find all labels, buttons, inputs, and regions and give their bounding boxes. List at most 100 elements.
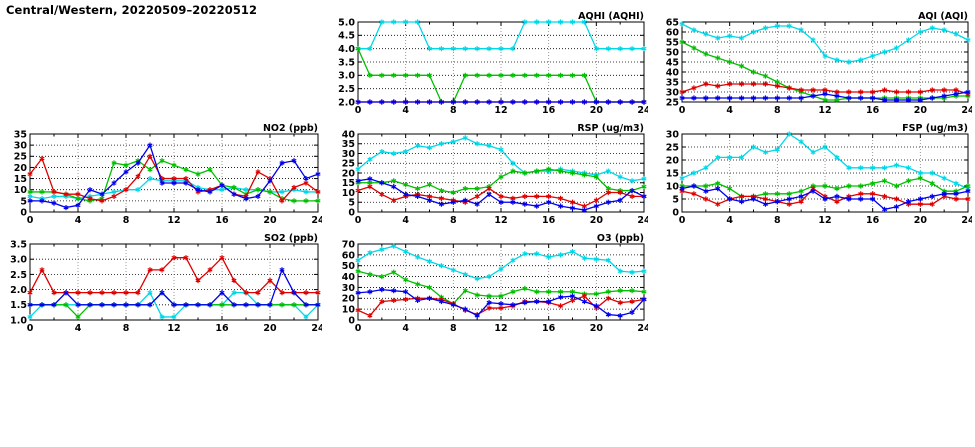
panel-title: AQI (AQI) xyxy=(918,11,968,22)
y-tick-label: 35 xyxy=(666,77,679,88)
y-tick-label: 15 xyxy=(666,168,679,179)
x-tick-label: 12 xyxy=(167,323,180,334)
y-tick-label: 2.5 xyxy=(338,84,355,95)
y-tick-label: 15 xyxy=(14,174,27,185)
x-tick-label: 16 xyxy=(866,105,880,116)
series-markers-day1 xyxy=(355,243,647,282)
y-tick-label: 25 xyxy=(14,152,27,163)
x-tick-label: 4 xyxy=(402,105,409,116)
x-tick-label: 4 xyxy=(402,323,409,334)
y-tick-label: 2.0 xyxy=(10,285,27,296)
chart-so2: 1.0 1.5 2.0 2.5 3.0 3.5 0 4 8 12 16 20 24 SO2 (ppb) xyxy=(10,233,322,334)
y-tick-label: 25 xyxy=(666,142,679,153)
x-tick-label: 12 xyxy=(167,215,180,226)
y-tick-label: 1.5 xyxy=(10,300,27,311)
series-markers-day4 xyxy=(355,99,647,105)
y-tick-label: 20 xyxy=(14,163,28,174)
x-tick-label: 24 xyxy=(311,215,322,226)
series-markers-day1 xyxy=(679,131,971,192)
chart-aqhi: 2.0 2.5 3.0 3.5 4.0 4.5 5.0 0 4 8 12 16 20 24 AQHI (AQ… xyxy=(338,11,648,116)
page-title: Central/Western, 20220509–20220512 xyxy=(6,3,258,17)
x-tick-label: 12 xyxy=(818,215,831,226)
y-tick-label: 0 xyxy=(672,207,679,218)
panel-aqhi: 2.0 2.5 3.0 3.5 4.0 4.5 5.0 0 4 8 12 16 20 24 AQHI (AQ… xyxy=(330,10,648,122)
x-tick-label: 24 xyxy=(637,105,648,116)
y-tick-label: 30 xyxy=(666,87,680,98)
x-tick-label: 16 xyxy=(215,323,229,334)
y-tick-label: 3.5 xyxy=(10,239,27,250)
y-tick-label: 30 xyxy=(666,129,680,140)
y-tick-label: 20 xyxy=(666,155,680,166)
x-tick-label: 8 xyxy=(123,215,130,226)
y-tick-label: 65 xyxy=(666,17,679,28)
x-tick-label: 24 xyxy=(961,215,972,226)
y-tick-label: 3.0 xyxy=(10,255,27,266)
x-tick-label: 0 xyxy=(355,323,362,334)
y-tick-label: 30 xyxy=(342,149,356,160)
series-markers-day4 xyxy=(679,183,971,212)
y-tick-label: 10 xyxy=(342,188,356,199)
y-tick-label: 10 xyxy=(342,305,356,316)
y-tick-label: 50 xyxy=(342,261,356,272)
y-tick-label: 5 xyxy=(348,198,355,209)
x-tick-label: 0 xyxy=(27,323,34,334)
x-tick-label: 0 xyxy=(27,215,34,226)
y-tick-label: 70 xyxy=(342,239,356,250)
x-tick-label: 24 xyxy=(311,323,322,334)
y-tick-label: 20 xyxy=(342,294,356,305)
y-tick-label: 4.5 xyxy=(338,31,355,42)
y-tick-label: 30 xyxy=(14,141,28,152)
panel-title: O3 (ppb) xyxy=(597,233,644,244)
x-tick-label: 12 xyxy=(818,105,831,116)
x-tick-label: 12 xyxy=(494,215,507,226)
series-markers-day4 xyxy=(27,142,321,211)
panel-fsp: 0 5 10 15 20 25 30 0 4 8 12 16 20 24 FSP (ug/m3) xyxy=(652,122,972,232)
x-tick-label: 20 xyxy=(590,323,604,334)
y-tick-label: 5.0 xyxy=(338,17,355,28)
x-tick-label: 8 xyxy=(774,105,781,116)
x-tick-label: 8 xyxy=(450,105,457,116)
series-markers-day3 xyxy=(679,81,971,97)
y-tick-label: 10 xyxy=(14,185,28,196)
x-tick-label: 0 xyxy=(355,105,362,116)
y-tick-label: 0 xyxy=(20,207,27,218)
y-tick-label: 25 xyxy=(342,159,355,170)
y-tick-label: 1.0 xyxy=(10,315,27,326)
y-tick-label: 3.5 xyxy=(338,57,355,68)
series-markers-day4 xyxy=(679,89,971,103)
y-tick-label: 3.0 xyxy=(338,71,355,82)
y-tick-label: 10 xyxy=(666,181,680,192)
y-tick-label: 5 xyxy=(20,196,27,207)
x-tick-label: 4 xyxy=(75,323,82,334)
panel-aqi: 25 30 35 40 45 50 55 60 65 0 4 8 12 16 20 24 AQI (AQI) xyxy=(652,10,972,122)
y-tick-label: 25 xyxy=(666,97,679,108)
y-tick-label: 35 xyxy=(342,139,355,150)
y-tick-label: 0 xyxy=(348,315,355,326)
y-tick-label: 5 xyxy=(672,194,679,205)
y-tick-label: 55 xyxy=(666,37,679,48)
x-tick-label: 16 xyxy=(866,215,880,226)
panel-rsp: 0 5 10 15 20 25 30 35 40 0 4 8 12 16 20 24 RSP (ug/m3) xyxy=(330,122,648,232)
y-tick-label: 60 xyxy=(666,27,680,38)
y-tick-label: 20 xyxy=(342,168,356,179)
y-tick-label: 40 xyxy=(666,67,680,78)
y-tick-label: 35 xyxy=(14,129,27,140)
y-tick-label: 50 xyxy=(666,47,680,58)
x-tick-label: 8 xyxy=(774,215,781,226)
y-tick-label: 60 xyxy=(342,250,356,261)
x-tick-label: 24 xyxy=(637,215,648,226)
x-tick-label: 24 xyxy=(961,105,972,116)
y-tick-label: 30 xyxy=(342,283,356,294)
x-tick-label: 8 xyxy=(450,215,457,226)
y-tick-label: 4.0 xyxy=(338,44,355,55)
x-tick-label: 4 xyxy=(726,105,733,116)
series-markers-day1 xyxy=(679,21,971,65)
x-tick-label: 12 xyxy=(494,105,507,116)
y-tick-label: 40 xyxy=(342,272,356,283)
series-markers-day4 xyxy=(355,287,647,319)
x-tick-label: 20 xyxy=(590,215,604,226)
x-tick-label: 4 xyxy=(75,215,82,226)
